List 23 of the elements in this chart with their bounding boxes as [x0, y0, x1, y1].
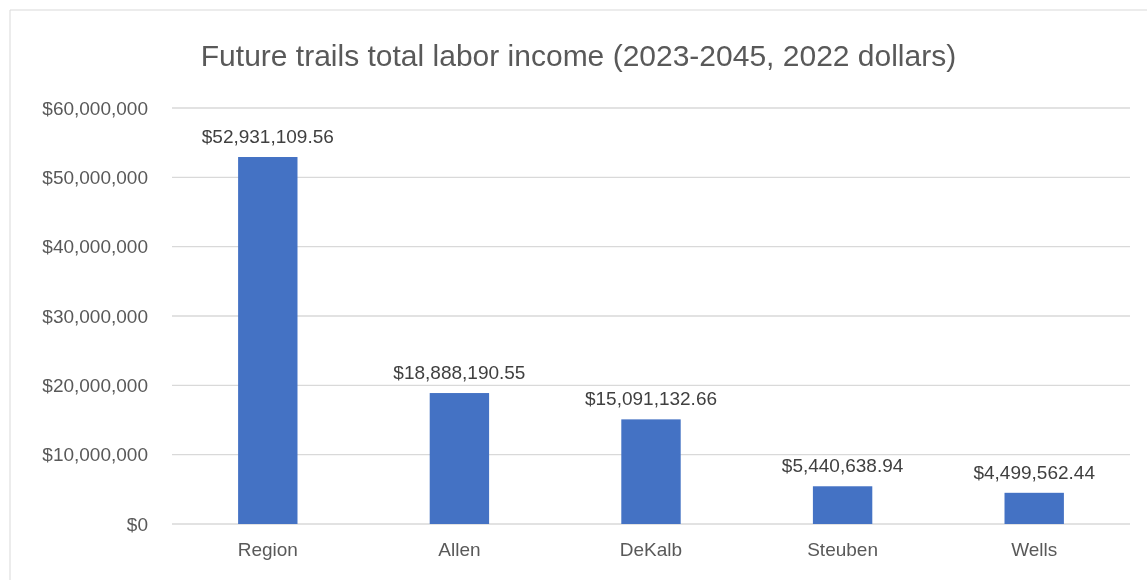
y-tick-label: $60,000,000: [42, 97, 148, 119]
chart-title: Future trails total labor income (2023-2045, 2022 dollars): [200, 39, 957, 72]
x-tick-label: Region: [237, 539, 298, 560]
data-label: $18,888,190.55: [393, 362, 526, 384]
x-tick-label: DeKalb: [619, 539, 683, 560]
bar: [429, 393, 490, 524]
bar: [812, 486, 873, 524]
bar: [621, 419, 681, 524]
bar: [238, 157, 298, 524]
y-tick-label: $10,000,000: [42, 444, 148, 466]
data-label: $52,931,109.56: [201, 126, 334, 148]
y-tick-label: $0: [126, 513, 148, 535]
data-label: $5,440,638.94: [781, 455, 904, 477]
y-tick-label: $20,000,000: [42, 374, 148, 396]
y-tick-label: $50,000,000: [42, 166, 148, 188]
data-label: $4,499,562.44: [973, 461, 1096, 483]
x-tick-label: Allen: [438, 539, 481, 560]
bar: [1004, 492, 1064, 524]
x-tick-label: Steuben: [807, 539, 878, 560]
x-tick-label: Wells: [1011, 539, 1058, 560]
y-tick-label: $30,000,000: [42, 305, 148, 327]
data-label: $15,091,132.66: [584, 388, 718, 410]
y-tick-label: $40,000,000: [42, 236, 148, 258]
